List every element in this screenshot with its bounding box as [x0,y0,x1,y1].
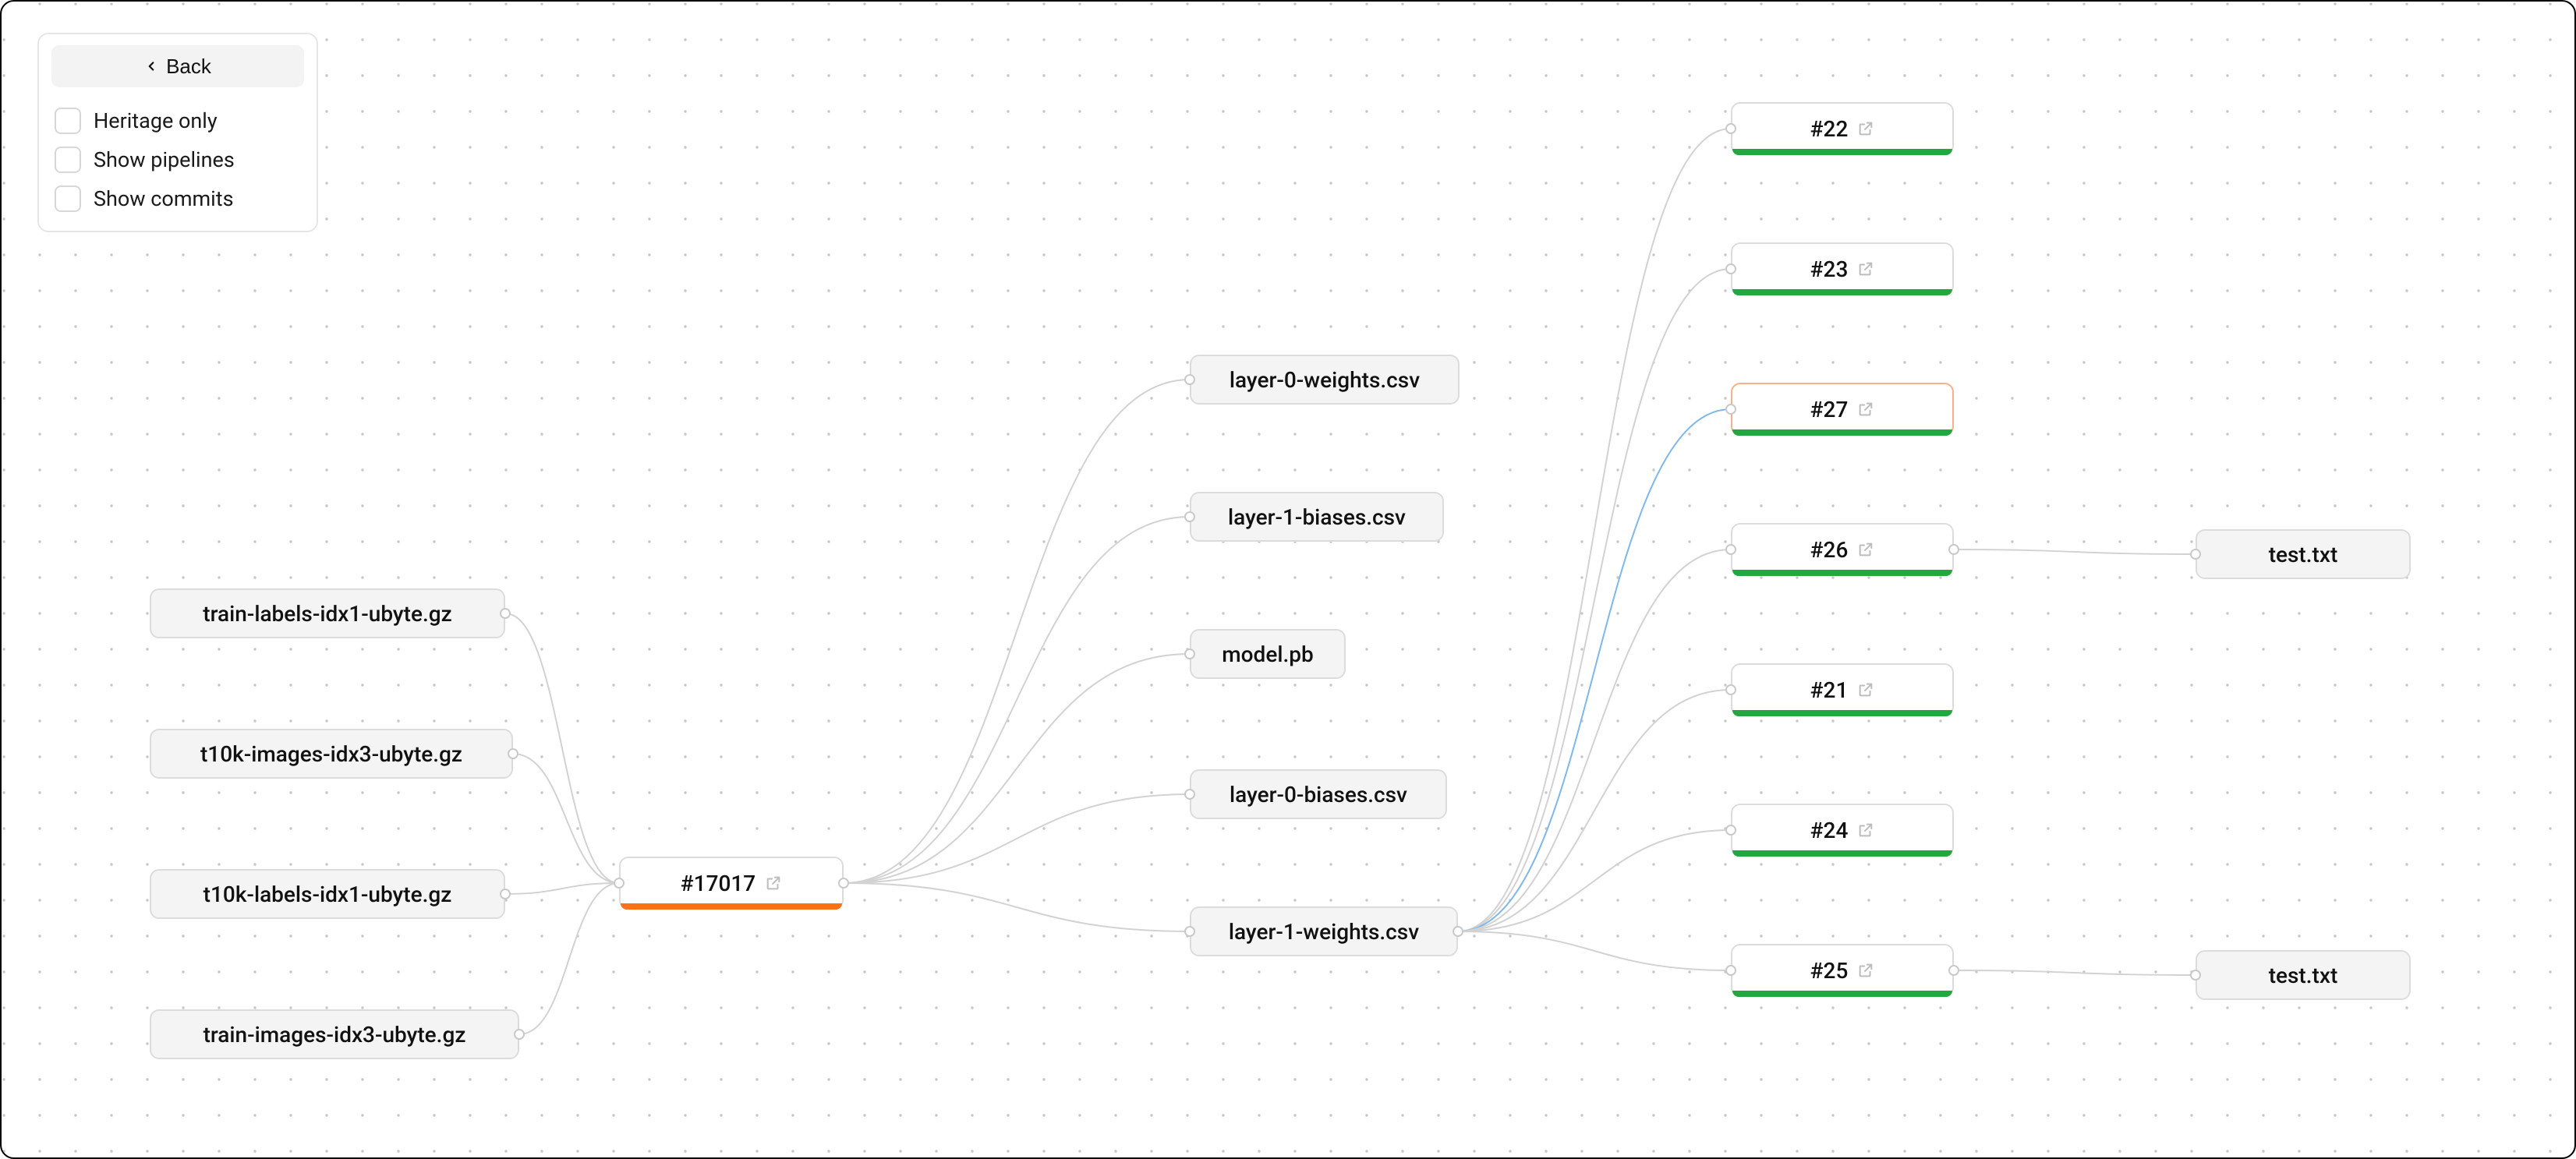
connection-port [1725,965,1736,976]
node-label: train-images-idx3-ubyte.gz [203,1022,466,1048]
node-label: layer-1-biases.csv [1228,504,1406,530]
connection-port [514,1029,525,1040]
connection-port [2190,549,2201,560]
back-button-label: Back [166,55,211,79]
checkbox-label: Show commits [94,186,234,211]
connection-port [1725,544,1736,555]
file-node-in1[interactable]: train-labels-idx1-ubyte.gz [150,588,505,638]
node-status-underline [1732,991,1952,997]
connection-port [2190,970,2201,981]
connection-port [1725,684,1736,695]
external-link-icon [1857,962,1874,979]
connection-port [614,878,625,889]
node-label: layer-1-weights.csv [1229,919,1419,945]
node-label: model.pb [1222,641,1313,667]
connection-port [1184,648,1195,659]
run-node-r25[interactable]: #25 [1731,944,1954,997]
file-node-m4[interactable]: layer-0-biases.csv [1190,769,1447,819]
connection-port [1453,926,1463,937]
connection-port [500,608,511,619]
run-node-r22[interactable]: #22 [1731,102,1954,155]
node-label: #25 [1810,958,1849,984]
external-link-icon [765,875,782,892]
checkbox-commits[interactable]: Show commits [51,179,304,218]
node-status-underline [1732,149,1952,155]
node-label: #23 [1810,256,1849,282]
file-node-in4[interactable]: train-images-idx3-ubyte.gz [150,1009,519,1059]
file-node-in2[interactable]: t10k-images-idx3-ubyte.gz [150,729,513,779]
checkbox-pipelines[interactable]: Show pipelines [51,140,304,179]
external-link-icon [1857,260,1874,277]
external-link-icon [1857,401,1874,418]
checkbox-label: Show pipelines [94,147,235,172]
connection-port [838,878,849,889]
node-status-underline [1732,289,1952,295]
chevron-left-icon [144,59,158,73]
node-label: t10k-images-idx3-ubyte.gz [200,741,462,767]
node-label: t10k-labels-idx1-ubyte.gz [203,882,452,907]
node-status-underline [1732,429,1952,436]
node-label: #24 [1810,818,1849,843]
dot-grid-background [2,2,2576,1159]
run-node-r21[interactable]: #21 [1731,663,1954,716]
checkbox-box-icon [55,186,81,212]
checkbox-heritage[interactable]: Heritage only [51,101,304,140]
connection-port [508,748,518,759]
connection-port [1184,789,1195,800]
node-label: test.txt [2269,542,2338,567]
file-node-m3[interactable]: model.pb [1190,629,1346,679]
connection-port [1184,374,1195,385]
node-status-underline [1732,850,1952,857]
run-node-r24[interactable]: #24 [1731,804,1954,857]
external-link-icon [1857,822,1874,839]
node-label: train-labels-idx1-ubyte.gz [203,601,451,627]
connection-port [1725,825,1736,836]
node-label: #17017 [681,871,755,896]
node-label: test.txt [2269,963,2338,988]
run-node-r23[interactable]: #23 [1731,242,1954,295]
file-node-in3[interactable]: t10k-labels-idx1-ubyte.gz [150,869,505,919]
connection-port [1725,123,1736,134]
file-node-t1[interactable]: test.txt [2196,529,2411,579]
node-label: #26 [1810,537,1849,563]
node-status-underline [621,903,842,910]
checkbox-box-icon [55,147,81,173]
node-label: layer-0-biases.csv [1230,782,1407,807]
file-node-m2[interactable]: layer-1-biases.csv [1190,492,1444,542]
back-button[interactable]: Back [51,45,304,87]
node-status-underline [1732,570,1952,576]
file-node-m5[interactable]: layer-1-weights.csv [1190,906,1458,956]
file-node-m1[interactable]: layer-0-weights.csv [1190,355,1460,405]
node-label: #21 [1810,677,1849,703]
checkbox-label: Heritage only [94,108,218,133]
external-link-icon [1857,681,1874,698]
connection-port [1948,544,1959,555]
external-link-icon [1857,541,1874,558]
graph-viewport: Back Heritage only Show pipelines Show com… [0,0,2576,1159]
checkbox-box-icon [55,108,81,134]
node-label: #22 [1810,116,1849,142]
external-link-icon [1857,120,1874,137]
connection-port [1184,511,1195,522]
file-node-t2[interactable]: test.txt [2196,950,2411,1000]
connection-port [1948,965,1959,976]
node-label: layer-0-weights.csv [1230,367,1420,393]
connection-port [1725,263,1736,274]
connection-port [1184,926,1195,937]
controls-panel: Back Heritage only Show pipelines Show com… [37,33,318,232]
node-status-underline [1732,710,1952,716]
node-label: #27 [1810,397,1849,422]
connection-port [500,889,511,899]
connection-port [1725,404,1736,415]
run-node-r17017[interactable]: #17017 [619,857,844,910]
run-node-r26[interactable]: #26 [1731,523,1954,576]
run-node-r27[interactable]: #27 [1731,383,1954,436]
